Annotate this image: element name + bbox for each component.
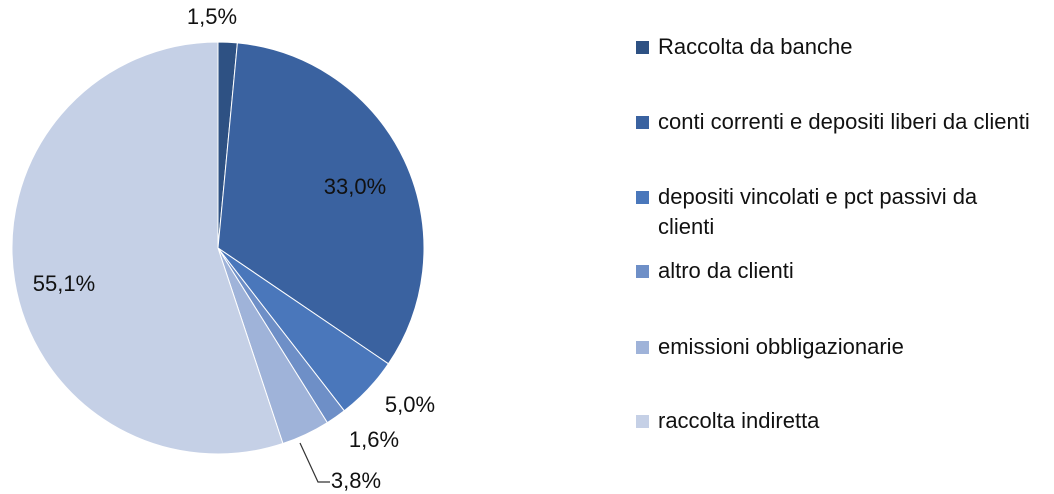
leader-line <box>299 442 330 483</box>
legend-label: raccolta indiretta <box>658 408 820 433</box>
pie-slice <box>217 42 425 365</box>
legend-swatch <box>636 41 649 54</box>
legend-item: Raccolta da banche <box>636 32 1036 62</box>
data-label: 3,8% <box>331 468 381 493</box>
legend-label: depositi vincolati e pct passivi da clie… <box>658 184 978 239</box>
legend-swatch <box>636 116 649 129</box>
legend-swatch <box>636 191 649 204</box>
pie-slice <box>11 41 284 455</box>
legend-item: depositi vincolati e pct passivi da clie… <box>636 182 1036 242</box>
legend-label: conti correnti e depositi liberi da clie… <box>658 109 1030 134</box>
data-label: 5,0% <box>385 392 435 417</box>
data-label: 55,1% <box>33 271 95 296</box>
legend-swatch <box>636 265 649 278</box>
legend-swatch <box>636 341 649 354</box>
data-label: 1,6% <box>349 427 399 452</box>
legend-label: Raccolta da banche <box>658 34 853 59</box>
legend-label: altro da clienti <box>658 258 794 283</box>
legend-swatch <box>636 415 649 428</box>
legend-item: altro da clienti <box>636 256 1036 286</box>
data-label: 1,5% <box>187 4 237 29</box>
legend-label: emissioni obbligazionarie <box>658 334 904 359</box>
legend-item: conti correnti e depositi liberi da clie… <box>636 107 1036 137</box>
legend-item: raccolta indiretta <box>636 406 1036 436</box>
legend-item: emissioni obbligazionarie <box>636 332 1036 362</box>
data-label: 33,0% <box>324 174 386 199</box>
